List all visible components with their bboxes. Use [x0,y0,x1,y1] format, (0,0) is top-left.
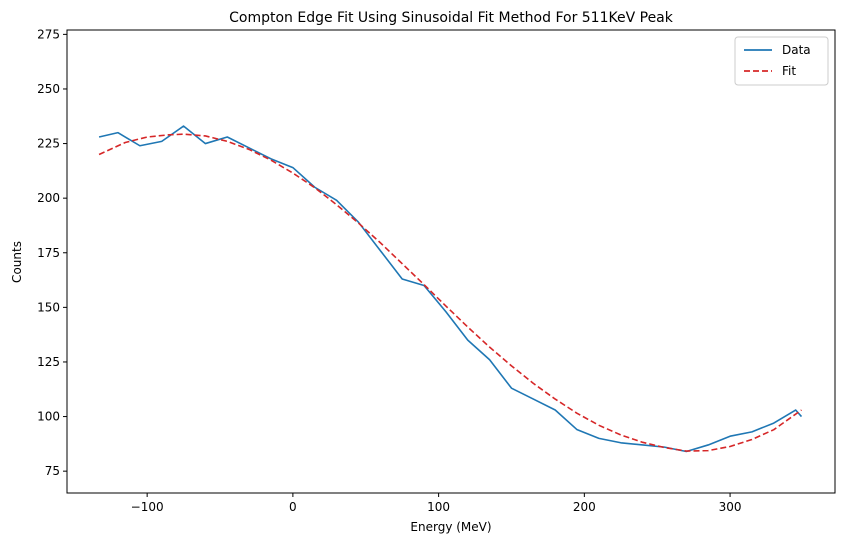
series-line-fit [98,133,802,452]
y-tick-label: 250 [37,82,60,96]
x-tick-label: 100 [427,500,450,514]
y-tick-label: 175 [37,246,60,260]
y-tick-label: 125 [37,355,60,369]
y-tick-label: 150 [37,300,60,314]
x-tick-label: 0 [289,500,297,514]
y-tick-label: 225 [37,137,60,151]
legend-box [734,36,829,86]
axes-frame [66,29,836,494]
legend-label-fit: Fit [782,64,796,78]
x-axis: −100 0 100 200 300 [131,493,742,514]
y-axis-label: Counts [10,241,24,283]
x-axis-label: Energy (MeV) [410,520,491,534]
x-tick-label: 300 [719,500,742,514]
legend-label-data: Data [782,43,811,57]
y-tick-label: 100 [37,410,60,424]
x-tick-label: 200 [573,500,596,514]
y-tick-label: 200 [37,191,60,205]
y-tick-label: 75 [45,464,60,478]
y-tick-label: 275 [37,27,60,41]
series-line-data [98,125,803,453]
y-axis: 75 100 125 150 175 200 225 250 275 [37,27,67,478]
chart-title: Compton Edge Fit Using Sinusoidal Fit Me… [229,10,674,26]
x-tick-label: −100 [131,500,164,514]
plot-area [66,29,836,494]
legend: Data Fit [734,36,829,86]
